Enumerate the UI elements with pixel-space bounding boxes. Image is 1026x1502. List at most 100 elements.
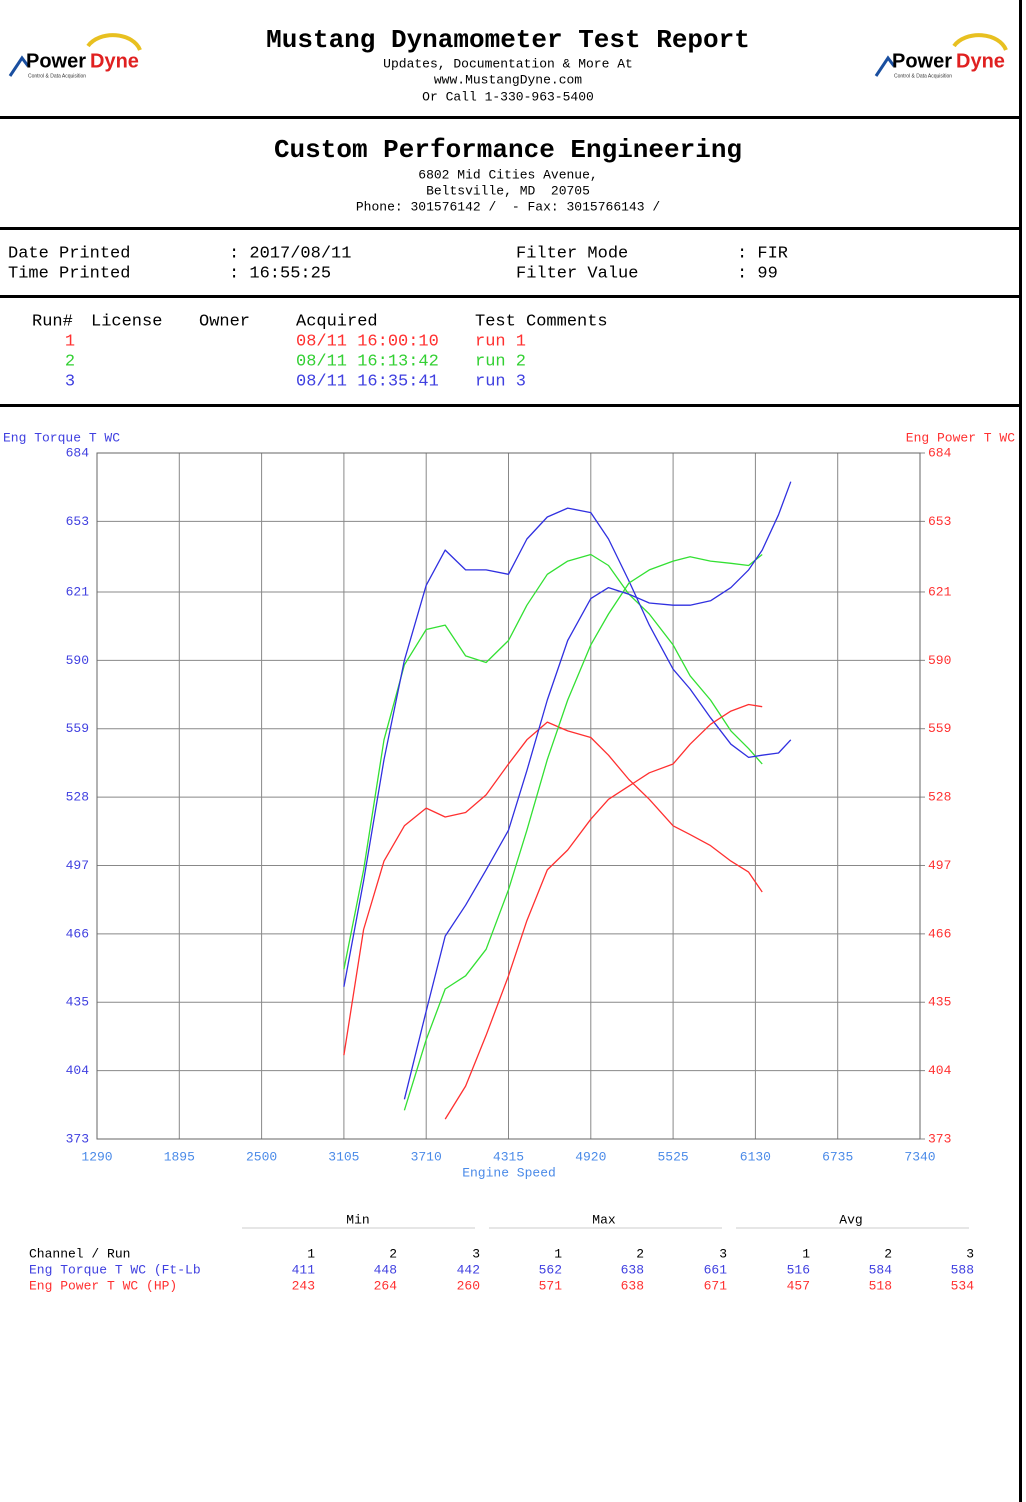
info-value: : 16:55:25 [229, 264, 331, 283]
y-tick-label: 435 [66, 995, 89, 1010]
summary-value: 243 [292, 1278, 315, 1293]
summary-value: 260 [457, 1278, 480, 1293]
summary-value: 518 [869, 1278, 892, 1293]
run-number: 2 [65, 352, 75, 371]
summary-value: 448 [374, 1262, 397, 1277]
run-label: 2 [389, 1246, 397, 1261]
y-tick-label: 653 [66, 514, 89, 529]
run-acquired: 08/11 16:13:42 [296, 352, 439, 371]
run-comment: run 3 [475, 372, 526, 391]
info-value: : 99 [737, 264, 778, 283]
run-label: 3 [966, 1246, 974, 1261]
info-label: Filter Mode [516, 244, 628, 263]
y-tick-label: 373 [66, 1131, 89, 1146]
y-axis-label: Eng Torque T WC [3, 430, 120, 445]
logo-arc [86, 33, 142, 51]
shop-line: Beltsville, MD 20705 [426, 183, 590, 198]
header-line: Updates, Documentation & More At [383, 56, 633, 71]
y-tick-label: 497 [66, 858, 89, 873]
logo-arc [952, 33, 1008, 51]
shop-name: Custom Performance Engineering [274, 135, 742, 165]
y2-tick-label: 684 [928, 445, 952, 460]
group-header: Max [592, 1212, 616, 1227]
run-label: 1 [554, 1246, 562, 1261]
y2-tick-label: 559 [928, 721, 951, 736]
x-axis-label: Engine Speed [462, 1165, 556, 1180]
summary-value: 457 [787, 1278, 810, 1293]
right-border [1019, 0, 1022, 1502]
curve [343, 721, 763, 1056]
separator [0, 227, 1021, 230]
y2-tick-label: 466 [928, 926, 951, 941]
separator [0, 404, 1021, 407]
runs-header: Acquired [296, 312, 378, 331]
summary-value: 534 [951, 1278, 975, 1293]
summary-value: 671 [704, 1278, 728, 1293]
curve [444, 703, 763, 1120]
logo-tagline: Control & Data Acquisition [28, 73, 86, 79]
y2-axis-label: Eng Power T WC [906, 430, 1015, 445]
curve [403, 481, 792, 1100]
x-tick-label: 6735 [822, 1149, 853, 1164]
logo-tagline: Control & Data Acquisition [894, 73, 952, 79]
summary-value: 562 [539, 1262, 562, 1277]
x-tick-label: 5525 [657, 1149, 688, 1164]
x-tick-label: 4920 [575, 1149, 606, 1164]
run-comment: run 2 [475, 352, 526, 371]
logo-left: Power Dyne Control & Data Acquisition [8, 33, 142, 79]
x-tick-label: 3710 [411, 1149, 442, 1164]
chart: 1290 1895 2500 3105 3710 4315 4920 5525 6130 6735… [66, 445, 952, 1164]
logo-right: Power Dyne Control & Data Acquisition [874, 33, 1008, 79]
x-tick-label: 7340 [904, 1149, 935, 1164]
shop-line: 6802 Mid Cities Avenue, [418, 167, 597, 182]
summary-value: 584 [869, 1262, 893, 1277]
info-label: Time Printed [8, 264, 130, 283]
curve [343, 507, 792, 987]
logo-mark [8, 55, 30, 77]
runs-header: Owner [199, 312, 250, 331]
logo-mark [874, 55, 896, 77]
y-tick-label: 466 [66, 926, 89, 941]
separator [0, 116, 1021, 119]
run-label: 3 [719, 1246, 727, 1261]
y2-tick-label: 528 [928, 790, 951, 805]
summary-value: 661 [704, 1262, 728, 1277]
info-value: : FIR [737, 244, 788, 263]
curve [343, 553, 763, 970]
runs-header: License [91, 312, 162, 331]
group-header: Avg [839, 1212, 862, 1227]
channel-name: Eng Torque T WC (Ft-Lb [29, 1262, 201, 1277]
info-label: Filter Value [516, 264, 638, 283]
y2-tick-label: 621 [928, 584, 952, 599]
run-acquired: 08/11 16:35:41 [296, 372, 439, 391]
run-label: 3 [472, 1246, 480, 1261]
header-line: Or Call 1-330-963-5400 [422, 89, 594, 104]
run-label: 2 [884, 1246, 892, 1261]
x-tick-label: 3105 [328, 1149, 359, 1164]
channel-name: Eng Power T WC (HP) [29, 1278, 177, 1293]
summary-value: 516 [787, 1262, 810, 1277]
y2-tick-label: 497 [928, 858, 951, 873]
runs-header: Run# [32, 312, 73, 331]
y-tick-label: 684 [66, 445, 90, 460]
plot-frame [96, 452, 921, 1140]
y-tick-label: 590 [66, 653, 89, 668]
run-label: 1 [802, 1246, 810, 1261]
run-label: 1 [307, 1246, 315, 1261]
run-acquired: 08/11 16:00:10 [296, 332, 439, 351]
x-tick-label: 6130 [740, 1149, 771, 1164]
y-tick-label: 528 [66, 790, 89, 805]
separator [0, 295, 1021, 298]
logo-text: Power [26, 50, 86, 72]
summary-header: Channel / Run [29, 1246, 130, 1261]
logo-text: Dyne [90, 50, 139, 72]
info-label: Date Printed [8, 244, 130, 263]
logo-text: Dyne [956, 50, 1005, 72]
y2-tick-label: 435 [928, 995, 951, 1010]
y2-tick-label: 404 [928, 1063, 952, 1078]
x-tick-label: 2500 [246, 1149, 277, 1164]
summary-value: 442 [457, 1262, 480, 1277]
group-header: Min [346, 1212, 369, 1227]
